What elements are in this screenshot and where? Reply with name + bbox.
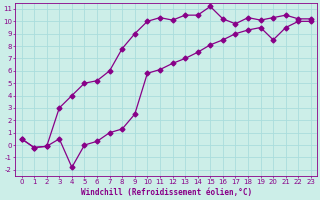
X-axis label: Windchill (Refroidissement éolien,°C): Windchill (Refroidissement éolien,°C): [81, 188, 252, 197]
